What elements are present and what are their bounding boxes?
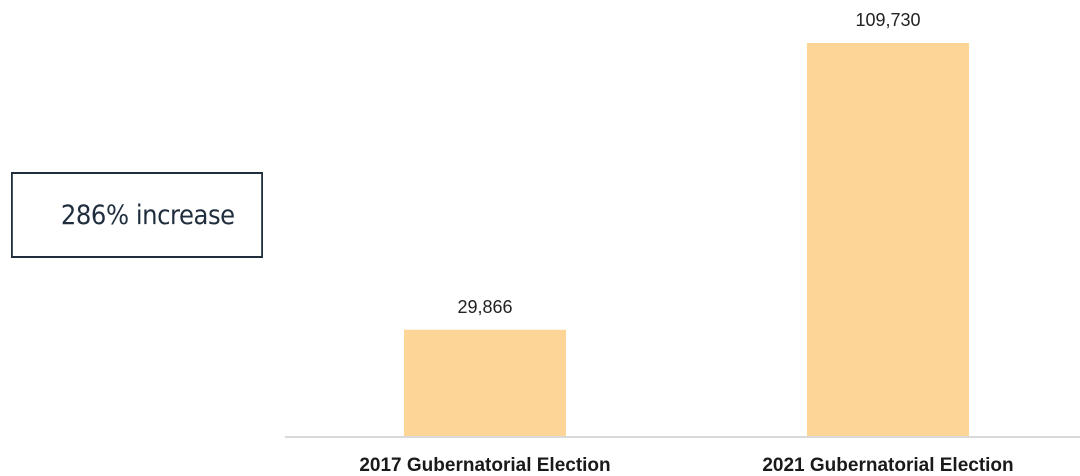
increase-callout-box: 286% increase (11, 172, 263, 258)
bar-value-label-2: 109,730 (855, 10, 920, 30)
bar-value-label-1: 29,866 (457, 297, 512, 317)
category-label-2: 2021 Gubernatorial Election (762, 455, 1013, 476)
bar-1 (404, 329, 566, 437)
bars-layer (404, 43, 969, 437)
bar-2 (807, 43, 969, 437)
labels-layer: 29,866 2017 Gubernatorial Election 109,730… (359, 10, 1013, 476)
category-label-1: 2017 Gubernatorial Election (359, 455, 610, 476)
increase-callout-text: 286% increase (60, 199, 235, 231)
